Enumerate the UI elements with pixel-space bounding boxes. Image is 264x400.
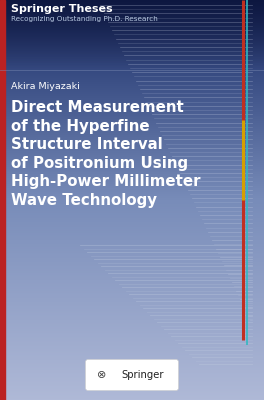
Text: Springer: Springer: [122, 370, 164, 380]
Text: Springer Theses: Springer Theses: [11, 4, 113, 14]
Text: Direct Measurement
of the Hyperfine
Structure Interval
of Positronium Using
High: Direct Measurement of the Hyperfine Stru…: [11, 100, 200, 208]
Text: Recognizing Outstanding Ph.D. Research: Recognizing Outstanding Ph.D. Research: [11, 16, 158, 22]
FancyBboxPatch shape: [86, 360, 178, 390]
Text: Akira Miyazaki: Akira Miyazaki: [11, 82, 80, 91]
Text: ⊗: ⊗: [97, 370, 107, 380]
Bar: [0, 0, 4, 400]
